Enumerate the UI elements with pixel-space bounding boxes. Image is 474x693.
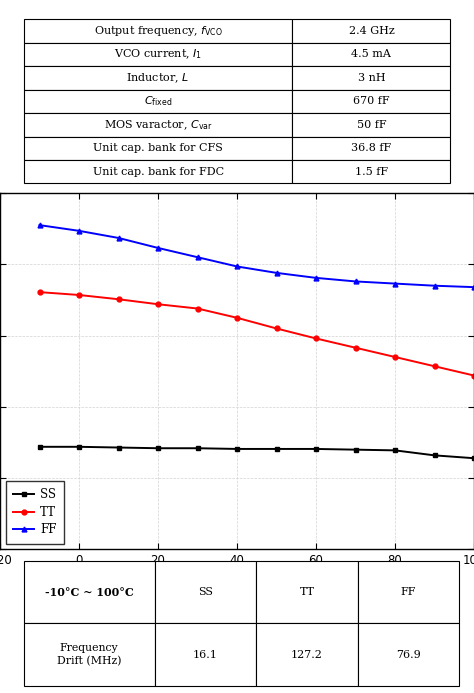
Text: 1.5 fF: 1.5 fF [355, 167, 388, 177]
SS [392, 446, 398, 455]
FF [234, 263, 240, 271]
Bar [292, 43, 450, 67]
SS [234, 445, 240, 453]
Text: SS: SS [198, 587, 213, 597]
Text: 3 nH: 3 nH [357, 73, 385, 83]
Bar [24, 67, 292, 89]
Bar [24, 43, 292, 67]
FF [471, 283, 474, 291]
SS [432, 451, 438, 459]
Bar [155, 561, 256, 624]
FF [116, 234, 121, 242]
Text: 76.9: 76.9 [396, 649, 421, 660]
Bar [292, 113, 450, 137]
Text: Unit cap. bank for CFS: Unit cap. bank for CFS [93, 143, 223, 153]
TT [392, 353, 398, 361]
Text: $C_{\mathrm{fixed}}$: $C_{\mathrm{fixed}}$ [144, 94, 172, 108]
Bar [292, 137, 450, 160]
SS [353, 446, 358, 454]
SS [116, 444, 121, 452]
Bar [292, 19, 450, 43]
Line: TT: TT [37, 290, 474, 378]
Bar [24, 89, 292, 113]
FF [313, 274, 319, 282]
Bar [256, 624, 358, 686]
Text: -10°C ~ 100°C: -10°C ~ 100°C [45, 587, 134, 597]
Bar [292, 160, 450, 184]
X-axis label: Temperature (°C): Temperature (°C) [173, 573, 301, 586]
Text: TT: TT [300, 587, 314, 597]
FF [392, 279, 398, 288]
Line: FF: FF [37, 222, 474, 290]
Text: 16.1: 16.1 [193, 649, 218, 660]
Bar [24, 19, 292, 43]
Text: Output frequency, $f_{\mathrm{VCO}}$: Output frequency, $f_{\mathrm{VCO}}$ [93, 24, 223, 38]
Bar [256, 561, 358, 624]
Text: FF: FF [401, 587, 416, 597]
FF [36, 221, 42, 229]
Bar [358, 624, 459, 686]
Text: 670 fF: 670 fF [353, 96, 390, 106]
Bar [292, 89, 450, 113]
TT [432, 362, 438, 371]
SS [273, 445, 279, 453]
TT [155, 300, 161, 308]
Bar [358, 561, 459, 624]
TT [195, 304, 201, 313]
Text: Frequency
Drift (MHz): Frequency Drift (MHz) [57, 643, 121, 666]
SS [195, 444, 201, 453]
SS [36, 443, 42, 451]
Bar [24, 624, 155, 686]
Text: 127.2: 127.2 [291, 649, 323, 660]
FF [76, 227, 82, 235]
Text: Inductor, $L$: Inductor, $L$ [127, 71, 190, 85]
Bar [24, 561, 155, 624]
SS [313, 445, 319, 453]
Text: 4.5 mA: 4.5 mA [351, 49, 392, 60]
Bar [24, 113, 292, 137]
Text: MOS varactor, $C_{\mathrm{var}}$: MOS varactor, $C_{\mathrm{var}}$ [104, 118, 212, 132]
TT [353, 344, 358, 352]
Text: 50 fF: 50 fF [356, 120, 386, 130]
Bar [24, 160, 292, 184]
SS [76, 443, 82, 451]
TT [234, 314, 240, 322]
SS [155, 444, 161, 453]
Text: 36.8 fF: 36.8 fF [351, 143, 392, 153]
TT [273, 324, 279, 333]
FF [432, 281, 438, 290]
Bar [155, 624, 256, 686]
FF [155, 244, 161, 252]
TT [76, 291, 82, 299]
FF [273, 269, 279, 277]
Legend: SS, TT, FF: SS, TT, FF [6, 481, 64, 543]
SS [471, 454, 474, 462]
FF [353, 277, 358, 286]
Bar [292, 67, 450, 89]
Text: Unit cap. bank for FDC: Unit cap. bank for FDC [92, 167, 224, 177]
Bar [24, 137, 292, 160]
Text: VCO current, $I_1$: VCO current, $I_1$ [114, 48, 202, 61]
TT [36, 288, 42, 297]
FF [195, 253, 201, 261]
TT [313, 334, 319, 342]
TT [116, 295, 121, 304]
Line: SS: SS [37, 444, 474, 461]
TT [471, 371, 474, 380]
Text: 2.4 GHz: 2.4 GHz [348, 26, 394, 36]
